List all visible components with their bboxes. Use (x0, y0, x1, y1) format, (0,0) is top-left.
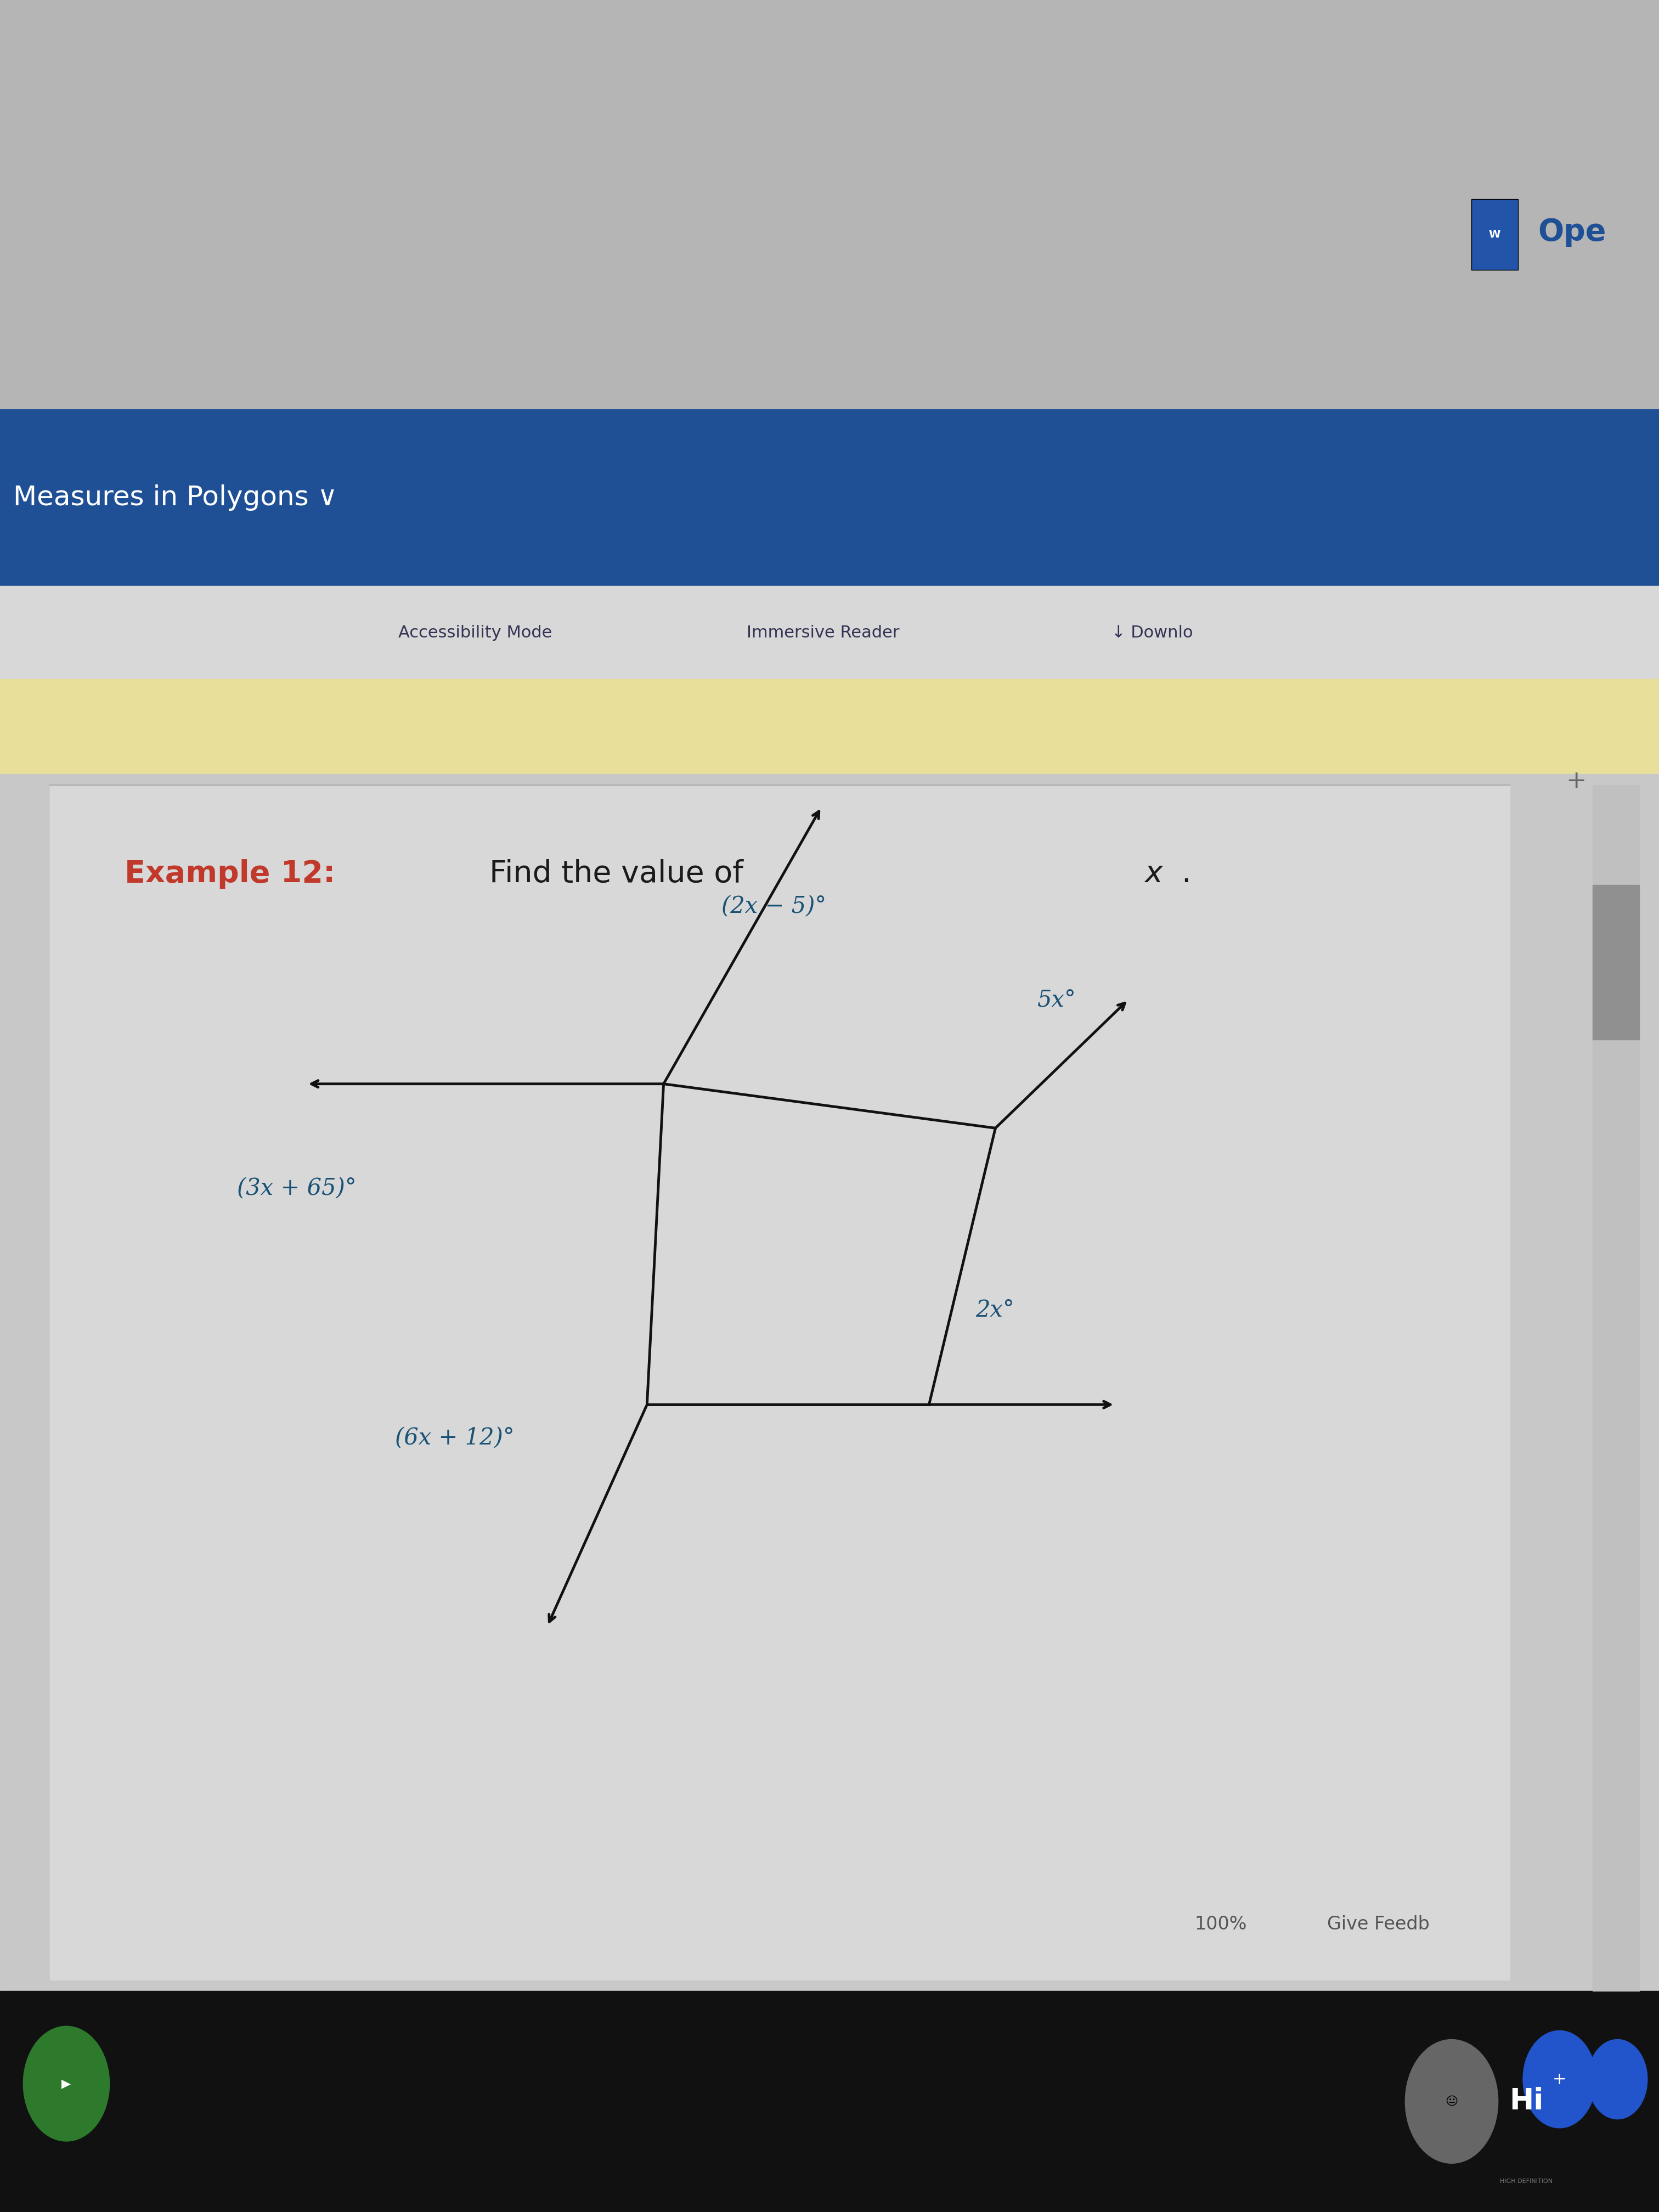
Text: Ope: Ope (1538, 217, 1606, 248)
Bar (0, 679, 1659, 774)
Text: Example 12:: Example 12: (124, 858, 335, 889)
Bar (0, 586, 1659, 679)
Bar (1593, 885, 1639, 1040)
Text: Hi: Hi (1510, 2088, 1543, 2115)
Bar (50, 785, 1510, 1980)
Bar (0, 1991, 1659, 2212)
Text: Accessibility Mode: Accessibility Mode (398, 624, 552, 641)
Text: (2x − 5)°: (2x − 5)° (722, 896, 826, 918)
Text: HIGH DEFINITION: HIGH DEFINITION (1500, 2179, 1553, 2183)
Text: 😐: 😐 (1445, 2097, 1458, 2106)
Text: 5x°: 5x° (1037, 989, 1075, 1011)
Circle shape (23, 2026, 109, 2141)
Circle shape (1588, 2039, 1647, 2119)
Text: .: . (1181, 858, 1191, 889)
Text: +: + (1566, 770, 1586, 792)
Bar (1593, 785, 1639, 1991)
Text: (3x + 65)°: (3x + 65)° (237, 1177, 357, 1199)
Text: (6x + 12)°: (6x + 12)° (395, 1427, 514, 1449)
Circle shape (1523, 2031, 1596, 2128)
Circle shape (1405, 2039, 1498, 2163)
Text: Give Feedb: Give Feedb (1327, 1916, 1430, 1933)
Bar (0, 0, 1659, 509)
Text: 100%: 100% (1194, 1916, 1248, 1933)
Bar (0, 774, 1659, 1991)
Text: x: x (1145, 858, 1163, 889)
Text: Immersive Reader: Immersive Reader (747, 624, 899, 641)
Text: 2x°: 2x° (975, 1298, 1014, 1321)
Text: +: + (1553, 2070, 1566, 2088)
Text: ↓ Downlo: ↓ Downlo (1112, 624, 1193, 641)
Text: ▶: ▶ (61, 2079, 71, 2088)
FancyBboxPatch shape (1472, 199, 1518, 270)
Text: Measures in Polygons ∨: Measures in Polygons ∨ (13, 484, 338, 511)
Bar (1394, 2035, 1659, 2212)
Bar (0, 409, 1659, 586)
Text: Find the value of: Find the value of (489, 858, 753, 889)
Text: W: W (1488, 230, 1501, 239)
